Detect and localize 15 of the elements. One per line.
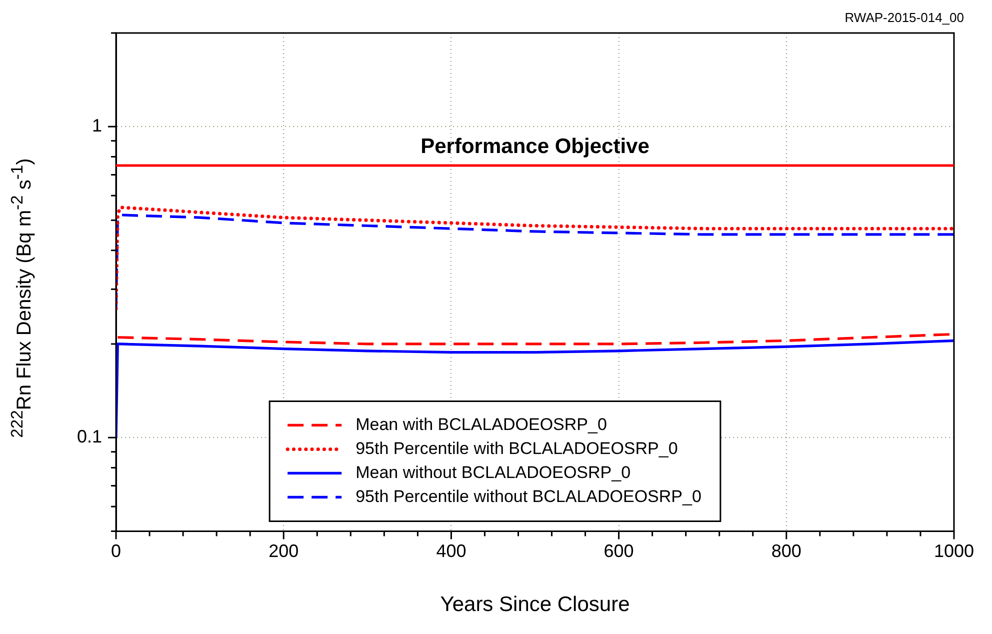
x-tick-label: 200 bbox=[268, 540, 299, 561]
text: RWAP-2015-014_00 bbox=[844, 10, 964, 25]
ref-line-label: Performance Objective bbox=[420, 134, 650, 158]
y-tick-label: 0.1 bbox=[76, 426, 102, 447]
x-tick-label: 600 bbox=[604, 540, 634, 561]
legend-label: 95th Percentile without BCLALADOEOSRP_0 bbox=[356, 486, 702, 506]
y-tick-label: 1 bbox=[92, 116, 102, 136]
x-tick-label: 1000 bbox=[934, 540, 974, 561]
x-tick-label: 800 bbox=[771, 540, 802, 561]
x-tick-label: 400 bbox=[436, 540, 466, 561]
legend-label: Mean with BCLALADOEOSRP_0 bbox=[356, 414, 607, 434]
x-axis-title: Years Since Closure bbox=[440, 593, 630, 616]
x-tick-label: 0 bbox=[111, 540, 122, 561]
legend-label: 95th Percentile with BCLALADOEOSRP_0 bbox=[356, 438, 678, 458]
legend-label: Mean without BCLALADOEOSRP_0 bbox=[356, 462, 631, 482]
